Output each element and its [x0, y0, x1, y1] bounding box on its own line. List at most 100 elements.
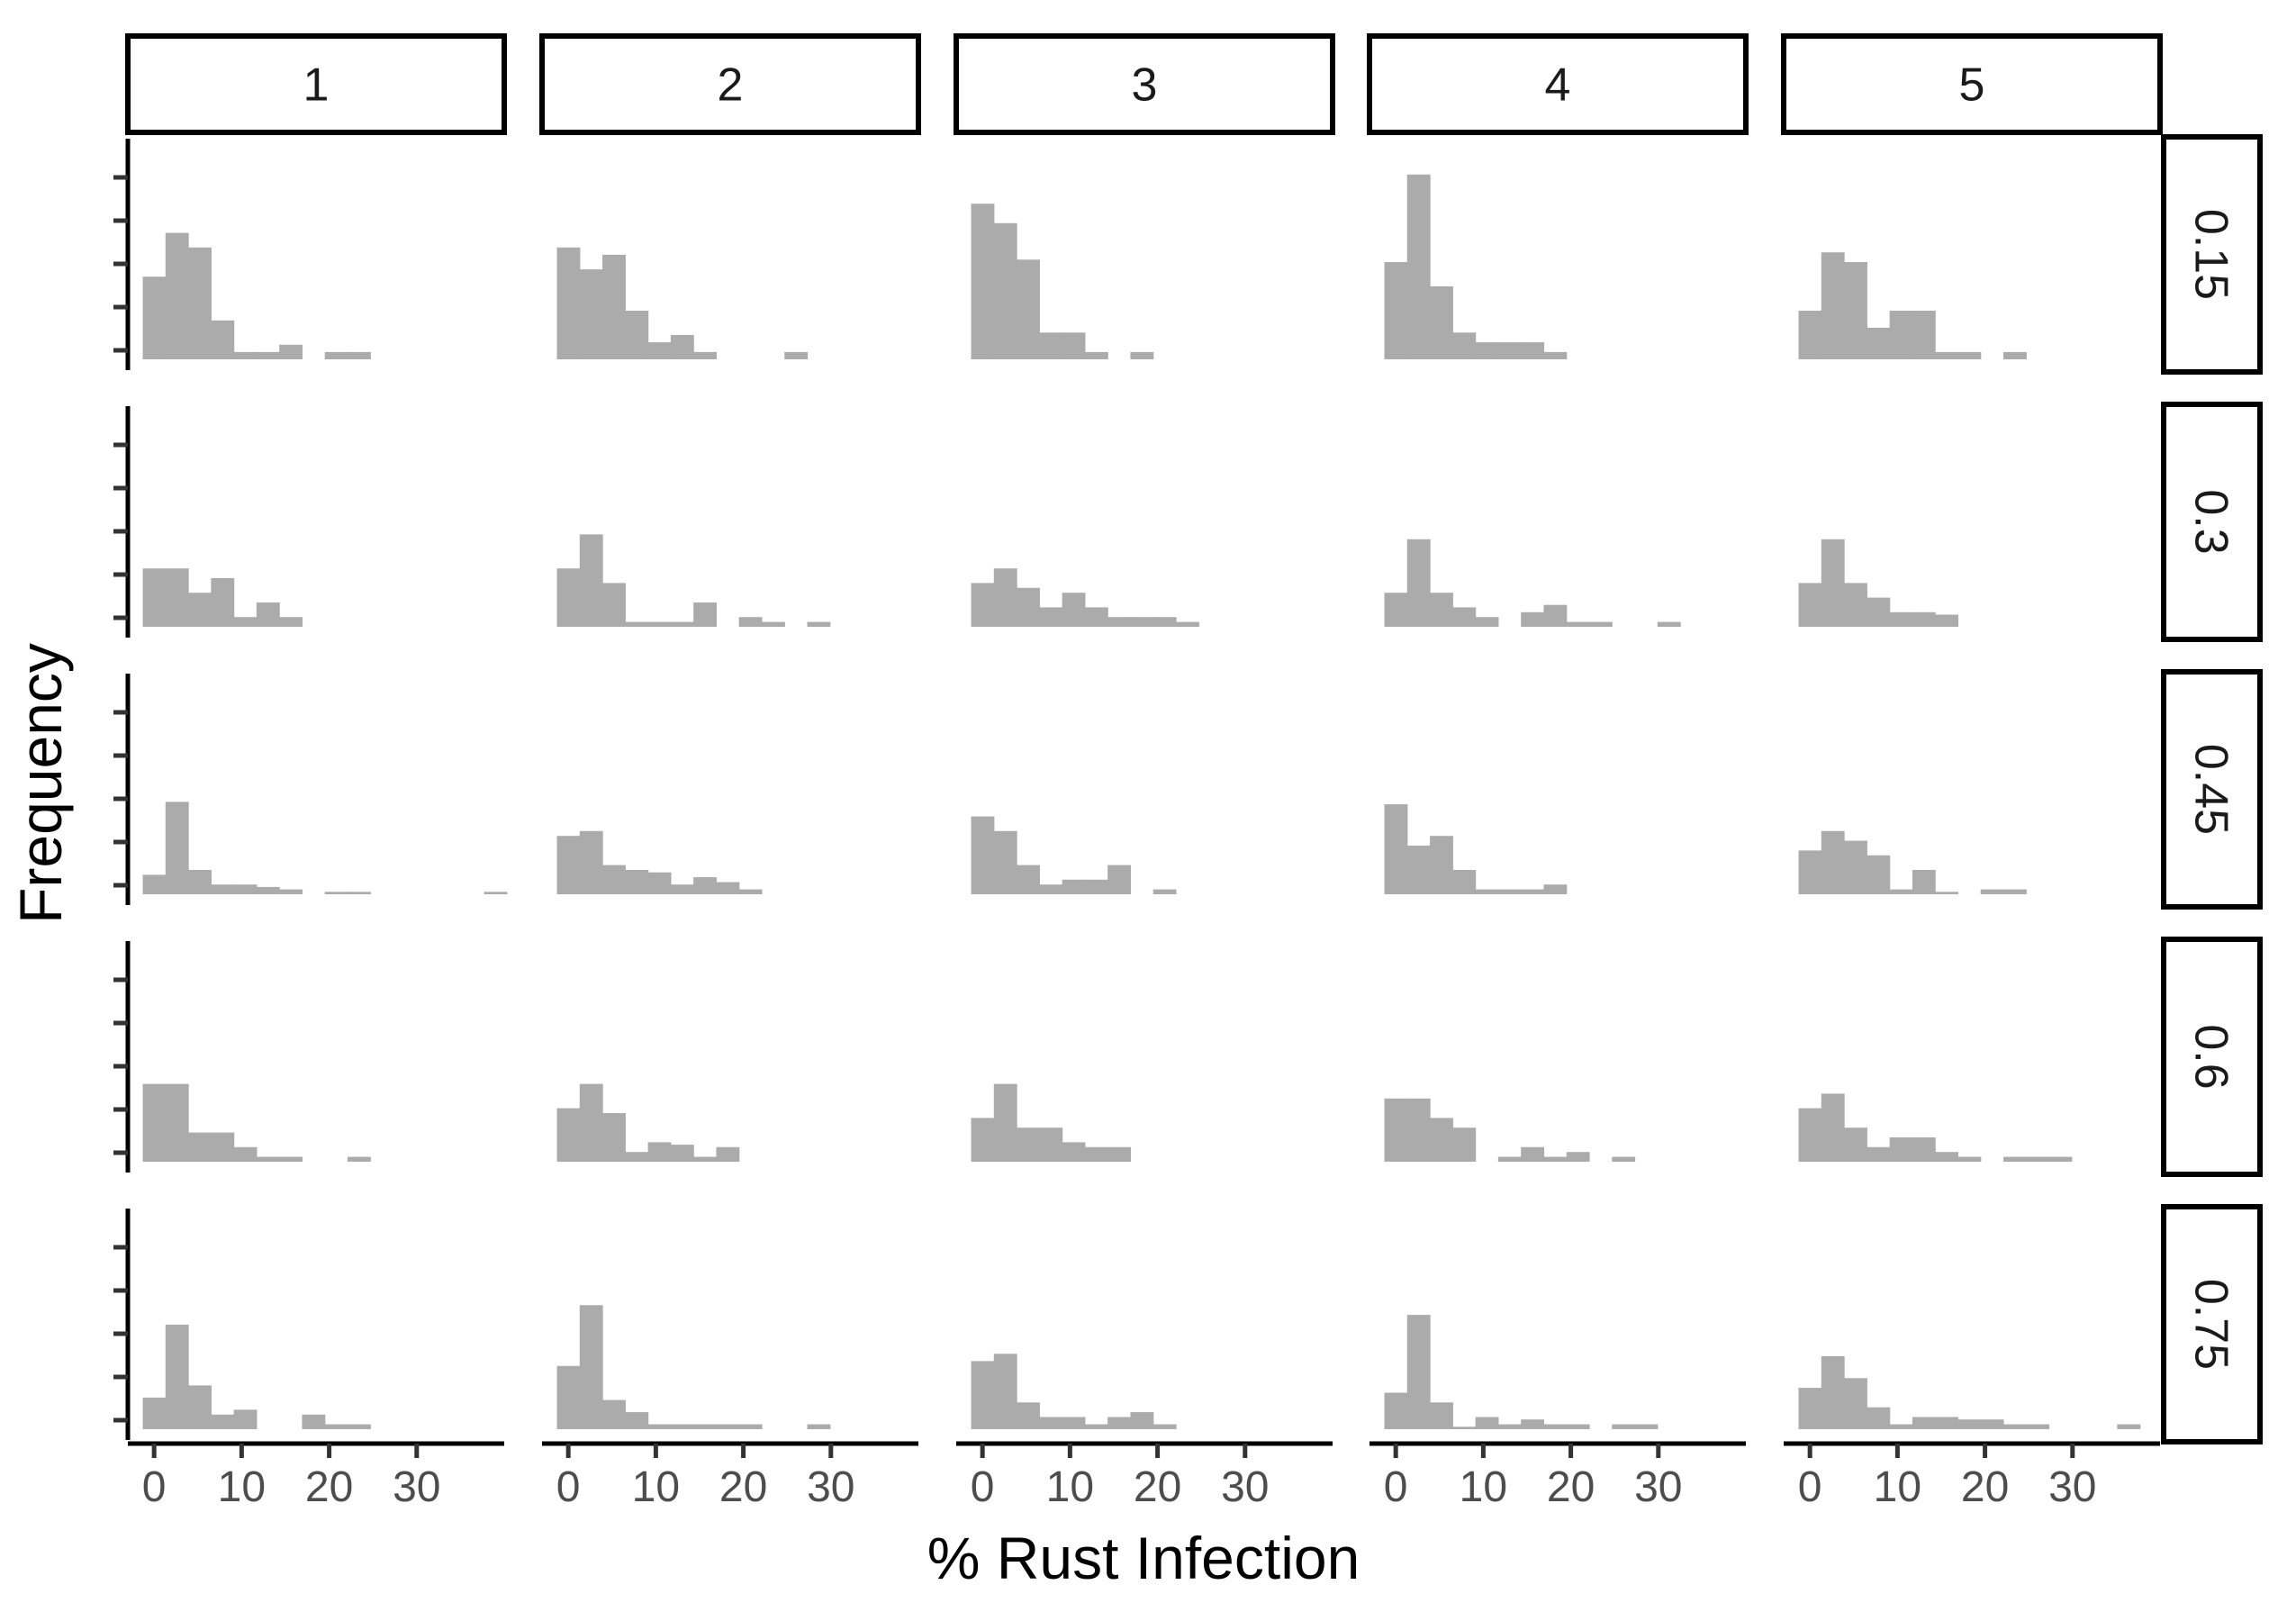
histogram-bar: [279, 617, 303, 627]
histogram-bar: [971, 1118, 995, 1162]
histogram-bar: [348, 1156, 371, 1162]
histogram-bar: [1130, 351, 1154, 359]
histogram-bar: [1912, 1137, 1936, 1162]
histogram-bar: [556, 1365, 581, 1429]
x-tick-label: 30: [1634, 1463, 1682, 1511]
histogram-bar: [579, 1083, 603, 1162]
histogram-bar: [1430, 1402, 1453, 1429]
histogram-bar: [1844, 262, 1867, 359]
histogram-bar: [602, 583, 626, 627]
histogram-bar: [971, 816, 995, 894]
histogram-bar: [1039, 332, 1063, 359]
histogram-bar: [647, 1424, 672, 1429]
histogram-bar: [2003, 1424, 2027, 1429]
x-tick-label: 30: [2048, 1463, 2096, 1511]
histogram-bar: [2048, 1156, 2073, 1162]
x-tick-label: 30: [807, 1463, 854, 1511]
histogram-bar: [1521, 1419, 1545, 1429]
histogram-bar: [188, 1132, 212, 1162]
histogram-bar: [1084, 1146, 1108, 1162]
histogram-bar: [211, 884, 235, 894]
histogram-bar: [579, 1305, 603, 1429]
histogram-bar: [1521, 342, 1545, 359]
panel-3-0.15: [971, 204, 1154, 359]
histogram-bar: [1062, 332, 1086, 359]
histogram-bar: [1452, 332, 1477, 359]
row-strip-label: 0.75: [2185, 1279, 2237, 1370]
histogram-bar: [1566, 1152, 1590, 1162]
row-strip: [2161, 937, 2263, 1177]
histogram-bar: [993, 830, 1017, 894]
histogram-bar: [211, 578, 235, 627]
histogram-bar: [1062, 1142, 1086, 1162]
histogram-bar: [1475, 342, 1499, 359]
histogram-bar: [1657, 621, 1681, 627]
panel-3-0.6: [971, 1083, 1132, 1162]
histogram-bar: [1084, 879, 1108, 894]
panel-4-0.75: [1384, 1315, 1659, 1429]
histogram-bar: [716, 882, 740, 894]
histogram-bar: [348, 1424, 371, 1429]
histogram-bar: [1039, 884, 1063, 894]
panel-2-0.15: [556, 247, 809, 359]
histogram-bar: [670, 335, 694, 359]
x-tick-label: 10: [632, 1463, 680, 1511]
histogram-bar: [1384, 593, 1408, 627]
histogram-bar: [1017, 1402, 1040, 1429]
histogram-bar: [2026, 1156, 2050, 1162]
histogram-bar: [348, 892, 371, 894]
histogram-bar: [1889, 311, 1913, 359]
histogram-bar: [625, 311, 649, 359]
histogram-bar: [1475, 617, 1499, 627]
panel-5-0.3: [1798, 539, 1959, 627]
histogram-bar: [1589, 621, 1613, 627]
panel-2-0.45: [556, 830, 763, 894]
x-axis-title: % Rust Infection: [927, 1525, 1360, 1591]
histogram-bar: [1107, 865, 1132, 894]
panels: [142, 174, 2141, 1429]
panel-4-0.6: [1384, 1098, 1636, 1162]
histogram-bar: [1107, 617, 1132, 627]
histogram-bar: [1130, 1412, 1154, 1429]
x-axes: 0 10 20 30 0 10 20 30 0 10 20 30 0 10 20 30 0 10 20 30: [128, 1441, 2160, 1511]
histogram-bar: [142, 568, 167, 627]
histogram-bar: [1566, 1424, 1590, 1429]
histogram-bar: [1153, 889, 1177, 894]
histogram-bar: [602, 254, 626, 359]
histogram-bar: [233, 1409, 258, 1429]
histogram-bar: [647, 872, 672, 894]
histogram-bar: [1039, 607, 1063, 627]
histogram-bar: [693, 1424, 718, 1429]
histogram-bar: [602, 1113, 626, 1162]
histogram-bar: [1017, 259, 1040, 359]
histogram-bar: [1039, 1127, 1063, 1162]
histogram-bar: [1497, 889, 1522, 894]
histogram-bar: [256, 602, 280, 627]
histogram-bar: [993, 1083, 1017, 1162]
histogram-bar: [647, 342, 672, 359]
x-tick-label: 20: [719, 1463, 767, 1511]
histogram-bar: [1821, 1356, 1845, 1429]
histogram-bar: [556, 568, 581, 627]
row-strip-label: 0.45: [2185, 744, 2237, 835]
histogram-bar: [142, 874, 167, 894]
histogram-bar: [1935, 892, 1959, 894]
histogram-bar: [1084, 351, 1108, 359]
x-tick-label: 0: [142, 1463, 167, 1511]
histogram-bar: [716, 1424, 740, 1429]
histogram-bar: [1017, 587, 1040, 627]
histogram-bar: [348, 351, 371, 359]
column-strip-label: 1: [303, 59, 330, 112]
panel-5-0.6: [1798, 1093, 2073, 1162]
histogram-bar: [188, 1385, 212, 1429]
row-strips: 0.15 0.3 0.45 0.6 0.75: [2161, 134, 2263, 1444]
column-strip: [539, 33, 921, 135]
panel-2-0.75: [556, 1305, 831, 1429]
histogram-bar: [693, 351, 718, 359]
histogram-bar: [211, 1414, 235, 1429]
histogram-bar: [1844, 1127, 1867, 1162]
histogram-bar: [1821, 830, 1845, 894]
histogram-bar: [1844, 583, 1867, 627]
histogram-bar: [279, 1156, 303, 1162]
